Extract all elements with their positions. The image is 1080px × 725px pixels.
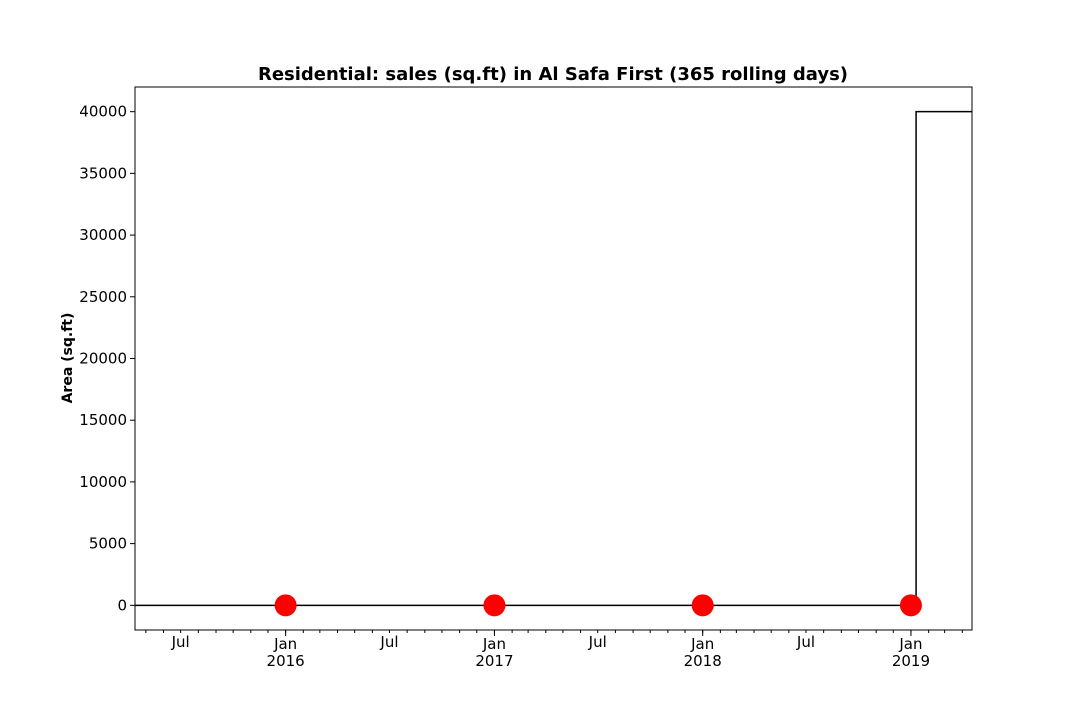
y-tick-label: 5000 [89, 535, 127, 553]
y-tick-label: 10000 [79, 473, 127, 491]
x-tick-year-label: 2019 [892, 652, 930, 670]
y-tick-label: 30000 [79, 226, 127, 244]
chart-title: Residential: sales (sq.ft) in Al Safa Fi… [258, 64, 848, 85]
x-tick-year-label: 2016 [267, 652, 305, 670]
data-point-marker [899, 594, 922, 617]
y-tick-label: 0 [117, 596, 127, 614]
x-tick-label: Jan [898, 635, 922, 653]
x-tick-label: Jul [171, 633, 190, 651]
plot-area: 0 5000 10000 15000 20000 25000 30000 35000 40000… [79, 86, 973, 670]
data-point-marker [483, 594, 506, 617]
y-tick-label: 25000 [79, 288, 127, 306]
y-tick-label: 35000 [79, 164, 127, 182]
y-tick-label: 15000 [79, 411, 127, 429]
plot-frame [134, 86, 973, 631]
x-tick-label: Jul [796, 633, 815, 651]
x-tick-year-label: 2018 [684, 652, 722, 670]
y-axis-label: Area (sq.ft) [60, 313, 76, 404]
x-tick-label: Jul [379, 633, 398, 651]
y-tick-label: 40000 [79, 103, 127, 121]
series-line [135, 110, 972, 607]
x-tick-label: Jul [588, 633, 607, 651]
x-tick-label: Jan [273, 635, 297, 653]
x-tick-label: Jan [482, 635, 506, 653]
y-tick-label: 20000 [79, 350, 127, 368]
data-point-marker [274, 594, 297, 617]
data-point-marker [691, 594, 714, 617]
x-tick-year-label: 2017 [475, 652, 513, 670]
x-tick-label: Jan [690, 635, 714, 653]
